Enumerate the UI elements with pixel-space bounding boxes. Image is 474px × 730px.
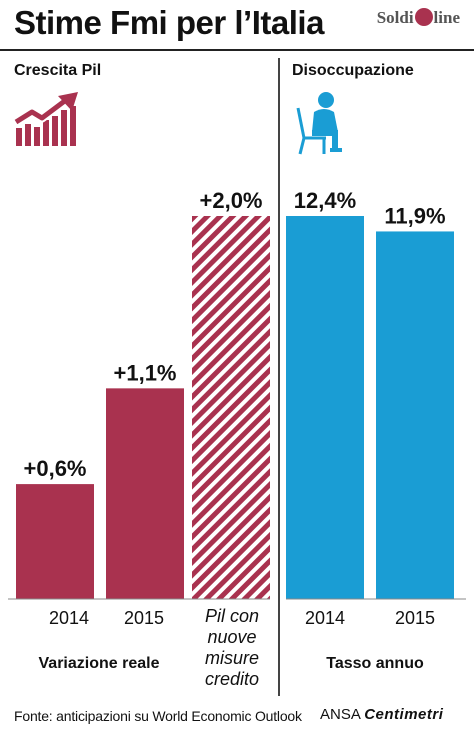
unemployment-axis-label: Tasso annuo [326,655,424,672]
growth-value-label-2: +2,0% [200,188,263,213]
section-divider [278,58,280,696]
growth-category-2015: 2015 [123,608,165,628]
agency-credit: ANSA Centimetri [320,706,443,723]
growth-bar-2 [192,216,270,599]
brand-logo: Soldi line [377,8,460,28]
logo-text-left: Soldi [376,8,414,27]
growth-category-2014: 2014 [48,608,90,628]
growth-value-label-1: +1,1% [114,360,177,385]
agency-centimetri: Centimetri [364,706,444,723]
growth-value-label-0: +0,6% [24,456,87,481]
unemployment-bar-0 [286,216,364,599]
growth-chart-icon [14,92,78,146]
unemployment-value-label-1: 11,9% [384,203,445,228]
unemployment-category-2015: 2015 [394,608,436,628]
chart-area: +0,6% +1,1% +2,0% 12,4% 11,9% [8,188,466,600]
logo-circle-icon [414,8,433,26]
growth-bars: +0,6% +1,1% +2,0% [16,188,270,599]
unemployment-category-2014: 2014 [304,608,346,628]
unemployment-bar-1 [376,231,454,599]
growth-axis-label: Variazione reale [38,655,160,672]
sitting-person-icon [296,92,342,155]
unemployment-bars: 12,4% 11,9% [286,188,454,599]
growth-bar-0 [16,484,94,599]
source-note: Fonte: anticipazioni su World Economic O… [14,708,302,724]
agency-ansa: ANSA [320,706,361,723]
unemployment-value-label-0: 12,4% [294,188,356,213]
growth-bar-1 [106,388,184,599]
page-title: Stime Fmi per l’Italia [14,4,324,41]
growth-category-note: Pil con nuove misure credito [204,606,260,689]
section-title-growth: Crescita Pil [14,62,102,79]
title-rule [0,49,474,51]
logo-text-right: line [433,8,460,27]
section-title-unemployment: Disoccupazione [292,62,414,79]
